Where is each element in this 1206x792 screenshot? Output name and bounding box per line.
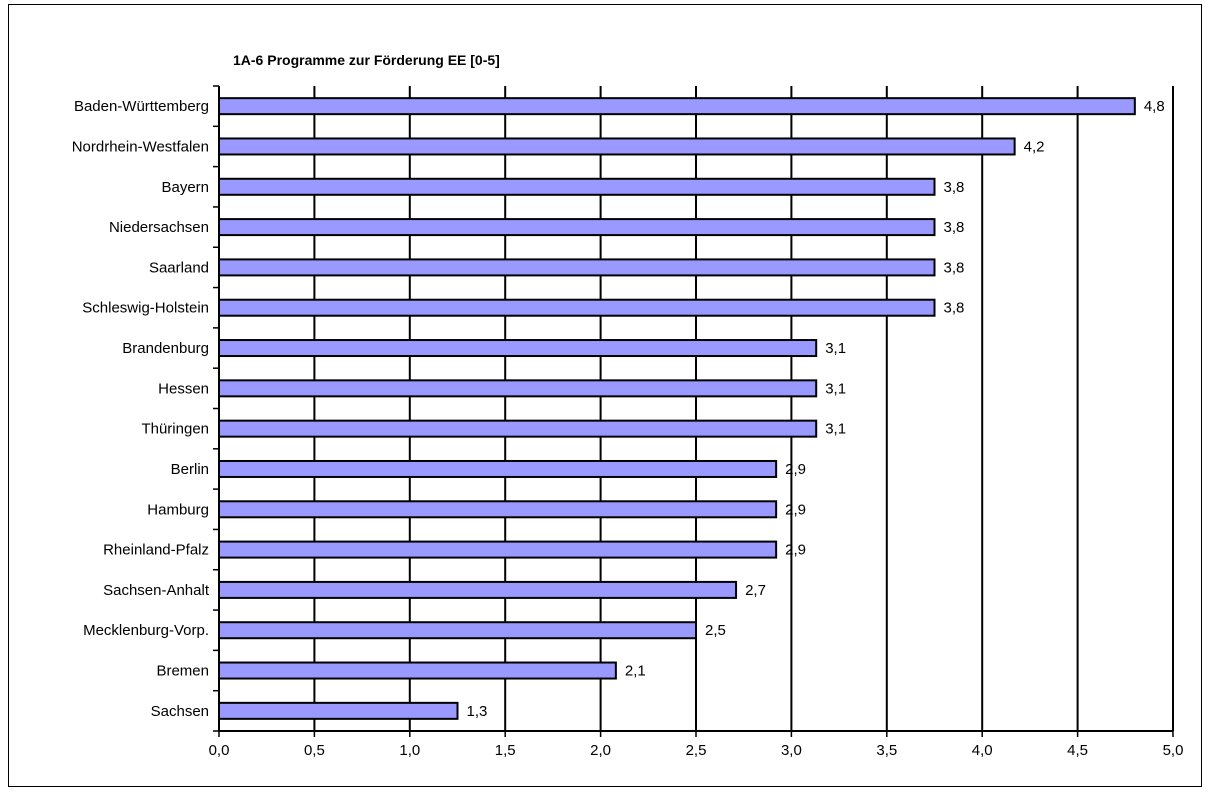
- bar: [218, 540, 778, 559]
- bar: [218, 298, 936, 317]
- data-label: 3,8: [944, 300, 965, 317]
- category-label: Brandenburg: [122, 340, 209, 357]
- chart-title: 1A-6 Programme zur Förderung EE [0-5]: [233, 52, 500, 68]
- category-label: Rheinland-Pfalz: [103, 542, 209, 559]
- category-label: Berlin: [171, 461, 209, 478]
- x-tick-label: 4,0: [972, 742, 993, 759]
- bar: [218, 218, 936, 237]
- x-tick-label: 0,0: [209, 742, 230, 759]
- x-tick-label: 5,0: [1163, 742, 1184, 759]
- data-label: 2,9: [785, 542, 806, 559]
- x-tick-label: 3,5: [876, 742, 897, 759]
- data-label: 3,1: [825, 380, 846, 397]
- bar: [218, 339, 818, 358]
- data-label: 4,2: [1024, 138, 1045, 155]
- category-label: Mecklenburg-Vorp.: [83, 622, 209, 639]
- bar: [218, 137, 1016, 156]
- category-label: Niedersachsen: [109, 219, 209, 236]
- category-label: Baden-Württemberg: [74, 98, 209, 115]
- bar: [218, 258, 936, 277]
- data-label: 3,8: [944, 179, 965, 196]
- x-tick-label: 0,5: [304, 742, 325, 759]
- x-tick-label: 1,5: [495, 742, 516, 759]
- bar: [218, 500, 778, 519]
- x-tick-label: 2,5: [686, 742, 707, 759]
- category-label: Sachsen-Anhalt: [103, 582, 210, 599]
- data-label: 2,9: [785, 461, 806, 478]
- x-tick-label: 1,0: [399, 742, 420, 759]
- data-label: 3,8: [944, 219, 965, 236]
- x-tick-label: 3,0: [781, 742, 802, 759]
- bar: [218, 661, 617, 680]
- category-label: Hessen: [158, 380, 209, 397]
- category-label: Sachsen: [151, 703, 209, 720]
- bar: [218, 580, 738, 599]
- data-label: 2,5: [705, 622, 726, 639]
- category-label: Nordrhein-Westfalen: [72, 138, 209, 155]
- data-label: 3,8: [944, 259, 965, 276]
- bar: [218, 621, 697, 640]
- data-label: 2,7: [745, 582, 766, 599]
- category-label: Saarland: [149, 259, 209, 276]
- data-label: 1,3: [467, 703, 488, 720]
- data-label: 2,1: [625, 663, 646, 680]
- x-tick-label: 2,0: [590, 742, 611, 759]
- bar: [218, 419, 818, 438]
- bar: [218, 97, 1136, 116]
- bar: [218, 459, 778, 478]
- bar: [218, 379, 818, 398]
- data-label: 4,8: [1144, 98, 1165, 115]
- bar: [218, 177, 936, 196]
- category-label: Bremen: [156, 663, 209, 680]
- x-tick-label: 4,5: [1067, 742, 1088, 759]
- category-label: Bayern: [161, 179, 209, 196]
- data-label: 3,1: [825, 340, 846, 357]
- bar: [218, 701, 459, 720]
- category-label: Hamburg: [147, 501, 209, 518]
- category-label: Schleswig-Holstein: [82, 300, 209, 317]
- category-label: Thüringen: [141, 421, 209, 438]
- data-label: 2,9: [785, 501, 806, 518]
- data-label: 3,1: [825, 421, 846, 438]
